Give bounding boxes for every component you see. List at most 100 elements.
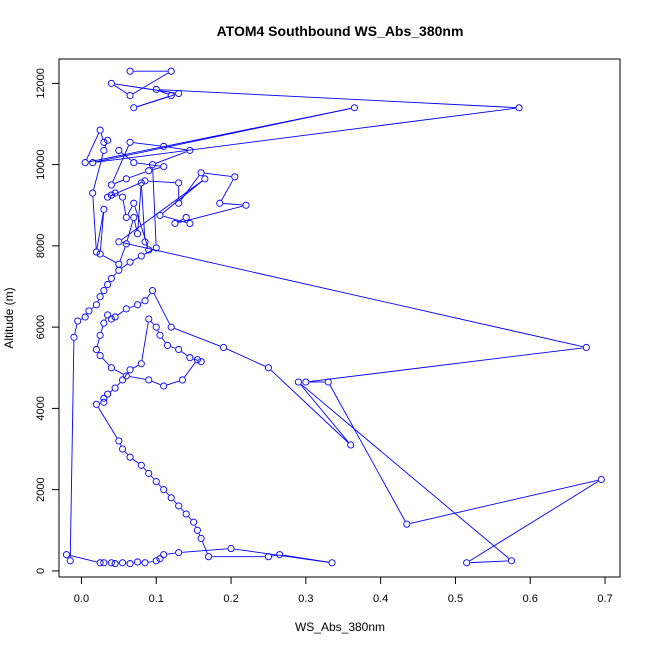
series-segment [129, 171, 146, 179]
data-point [156, 211, 164, 219]
data-point [66, 557, 74, 565]
series-segment [127, 206, 133, 215]
series-segment [202, 541, 208, 554]
data-point [264, 553, 272, 561]
data-point [175, 179, 183, 187]
series-segment [114, 179, 124, 185]
data-point [100, 205, 108, 213]
data-point [515, 104, 523, 112]
series-segment [182, 548, 228, 553]
series-segment [146, 293, 151, 299]
data-point [126, 67, 134, 75]
series-segment [177, 218, 184, 223]
data-point [328, 559, 336, 567]
series-segment [155, 151, 187, 164]
data-point [115, 146, 123, 154]
data-point [145, 376, 153, 384]
series-segment [137, 96, 168, 108]
y-tick-label: 12000 [35, 68, 47, 99]
data-point [167, 67, 175, 75]
data-point [104, 193, 112, 201]
data-point [163, 341, 172, 349]
series-segment [80, 318, 83, 320]
data-point [133, 230, 142, 238]
data-point [582, 343, 590, 352]
series-segment [93, 153, 104, 190]
data-point [107, 315, 115, 323]
series-segment [470, 560, 508, 564]
data-point [182, 510, 190, 518]
y-tick-label: 6000 [35, 315, 47, 339]
series-segment [113, 272, 117, 277]
data-point [96, 293, 104, 301]
series-segment [194, 525, 197, 528]
series-segment [221, 179, 234, 201]
series-segment [152, 168, 157, 245]
series-segment [159, 90, 169, 95]
data-point [122, 372, 130, 380]
data-point [96, 352, 104, 360]
data-point [137, 252, 145, 260]
series-segment [188, 516, 192, 520]
data-point [126, 366, 134, 374]
data-point [145, 315, 153, 323]
data-point [141, 177, 149, 185]
data-point [201, 175, 209, 183]
series-segment [100, 133, 104, 139]
x-axis-label: WS_Abs_380nm [295, 620, 385, 634]
series-segment [165, 491, 170, 496]
plot-frame [58, 58, 621, 578]
series-segment [158, 483, 162, 488]
data-point [350, 104, 359, 112]
data-point [294, 378, 302, 386]
data-point [111, 560, 119, 568]
series-segment [124, 372, 129, 378]
series-segment [271, 554, 277, 557]
data-point [216, 199, 224, 207]
data-point [100, 398, 108, 406]
data-point [96, 250, 104, 258]
data-point [111, 384, 119, 392]
data-point [152, 477, 160, 486]
data-point [104, 136, 112, 144]
data-point [178, 376, 186, 384]
data-point [141, 238, 149, 246]
series-segment [167, 146, 187, 151]
x-tick-label: 0.0 [74, 593, 89, 605]
data-point [107, 181, 115, 189]
data-point [104, 311, 112, 319]
series-segment [167, 380, 180, 386]
series-segment [88, 108, 352, 163]
data-point [324, 378, 332, 386]
data-point [130, 104, 138, 112]
series-segment [134, 206, 149, 247]
series-segment [223, 203, 243, 206]
series-segment [110, 390, 113, 393]
data-point [100, 287, 108, 295]
series-segment [141, 186, 146, 239]
data-point [231, 173, 239, 181]
data-point [119, 376, 127, 384]
data-point [152, 244, 160, 252]
series-segment [159, 89, 516, 109]
series-segment [152, 167, 161, 171]
data-point [160, 551, 168, 559]
data-point [193, 356, 201, 364]
series-segment [74, 324, 78, 334]
data-point [152, 557, 160, 565]
series-segment [132, 72, 169, 95]
series-segment [119, 443, 122, 446]
series-segment [150, 321, 155, 325]
series-lines [69, 70, 599, 564]
data-point [107, 274, 115, 282]
data-point [152, 323, 160, 331]
data-point [122, 213, 130, 221]
data-point [100, 319, 108, 327]
series-segment [121, 152, 132, 161]
data-point [141, 297, 149, 305]
data-point [111, 189, 119, 197]
data-point [89, 189, 97, 197]
x-tick-label: 0.3 [298, 593, 313, 605]
data-point [160, 382, 168, 390]
series-segment [180, 508, 185, 512]
